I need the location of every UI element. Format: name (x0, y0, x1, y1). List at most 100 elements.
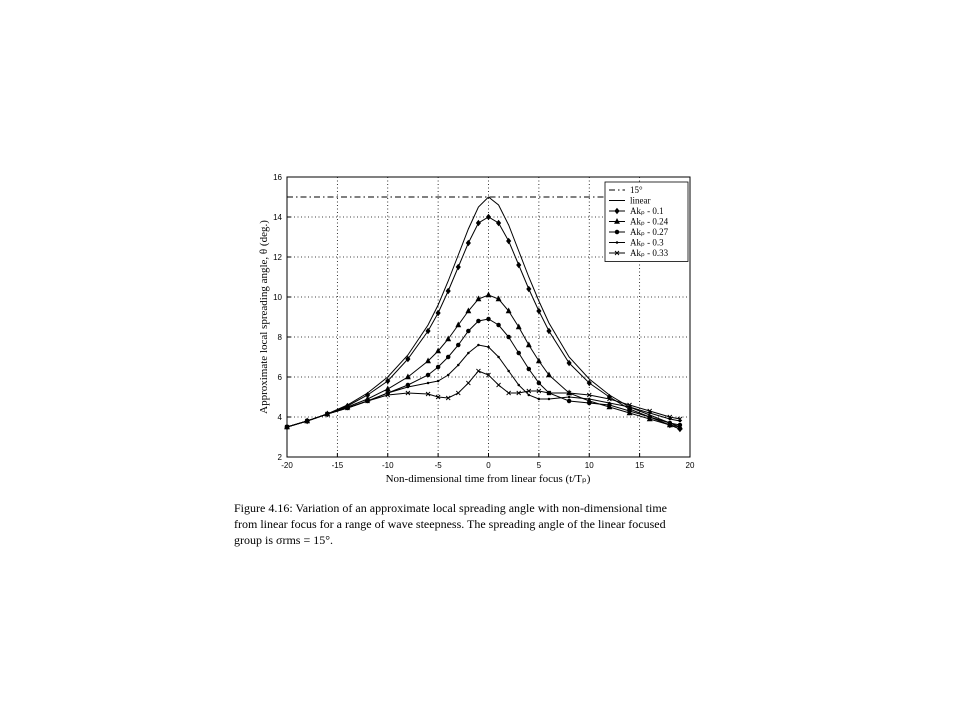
marker (647, 408, 653, 414)
marker (526, 388, 532, 394)
marker (536, 307, 542, 315)
marker (677, 416, 683, 422)
x-tick-label: 0 (486, 461, 491, 470)
marker (466, 380, 471, 386)
marker (516, 261, 522, 269)
legend-label: linear (630, 196, 651, 206)
x-tick-label: -20 (281, 461, 293, 470)
legend-box (604, 181, 689, 262)
legend-label: Akₚ - 0.3 (630, 238, 664, 248)
marker (506, 334, 511, 340)
caption-line: group is σrms = 15°. (234, 533, 333, 547)
marker (445, 395, 451, 401)
marker (497, 355, 500, 359)
legend-marker (614, 250, 620, 256)
marker (627, 402, 632, 408)
marker (608, 401, 611, 405)
x-tick-label: 20 (686, 461, 695, 470)
legend-label: Akₚ - 0.1 (630, 206, 664, 216)
y-tick-label: 12 (273, 253, 282, 262)
marker (465, 307, 472, 314)
y-tick-label: 6 (278, 373, 283, 382)
marker (404, 373, 411, 380)
marker (455, 263, 461, 271)
x-axis-label: Non-dimensional time from linear focus (… (386, 473, 591, 485)
marker (435, 309, 441, 317)
x-tick-label: -15 (332, 461, 344, 470)
marker (406, 385, 410, 389)
marker (535, 357, 542, 364)
legend-label: Akₚ - 0.33 (630, 248, 669, 258)
marker (386, 391, 390, 395)
marker (566, 359, 572, 367)
series-line (286, 344, 681, 428)
marker (324, 411, 330, 417)
y-tick-label: 8 (278, 333, 283, 342)
marker (678, 419, 682, 423)
marker (485, 213, 492, 221)
marker (435, 347, 442, 354)
legend-marker (615, 241, 619, 244)
marker (495, 219, 502, 227)
marker (567, 395, 571, 399)
marker (475, 295, 482, 302)
marker (537, 397, 541, 401)
legend-marker (614, 218, 620, 224)
marker (505, 307, 512, 314)
marker (446, 373, 450, 377)
y-axis-label: Approximate local spreading angle, θ (de… (258, 220, 270, 414)
marker (435, 364, 441, 370)
legend-marker (614, 207, 620, 215)
marker (455, 321, 462, 328)
marker (486, 372, 491, 378)
marker (527, 393, 531, 397)
marker (668, 417, 672, 421)
marker (465, 239, 471, 247)
marker (436, 379, 440, 383)
marker (425, 372, 431, 378)
marker (486, 316, 491, 322)
marker (485, 291, 492, 298)
marker (445, 287, 451, 295)
marker (507, 369, 510, 373)
x-tick-label: 15 (635, 461, 644, 470)
marker (405, 390, 411, 396)
marker (425, 357, 431, 364)
x-tick-label: -5 (435, 461, 443, 470)
marker (546, 327, 552, 335)
marker (506, 237, 512, 245)
marker (506, 390, 511, 396)
caption-line: from linear focus for a range of wave st… (234, 517, 666, 531)
marker (586, 379, 592, 387)
marker (496, 322, 501, 328)
marker (627, 408, 632, 414)
marker (456, 342, 461, 348)
marker (487, 345, 490, 349)
series-line (286, 196, 681, 428)
marker (405, 355, 411, 363)
marker (365, 398, 370, 404)
marker (588, 397, 591, 401)
marker (587, 400, 592, 406)
marker (536, 388, 542, 394)
marker (457, 363, 460, 367)
marker (607, 396, 612, 402)
marker (455, 390, 461, 396)
marker (445, 335, 452, 342)
marker (284, 424, 290, 430)
y-tick-label: 16 (273, 173, 282, 182)
legend-label: Akₚ - 0.24 (630, 217, 669, 227)
marker (445, 354, 451, 360)
marker (385, 377, 391, 385)
marker (667, 420, 673, 426)
marker (476, 318, 481, 324)
marker (526, 366, 532, 372)
marker (525, 341, 532, 348)
marker (536, 380, 542, 386)
marker (496, 382, 501, 388)
marker (677, 422, 683, 428)
marker (466, 328, 471, 334)
marker (385, 392, 391, 398)
legend-label: Akₚ - 0.27 (630, 227, 669, 237)
